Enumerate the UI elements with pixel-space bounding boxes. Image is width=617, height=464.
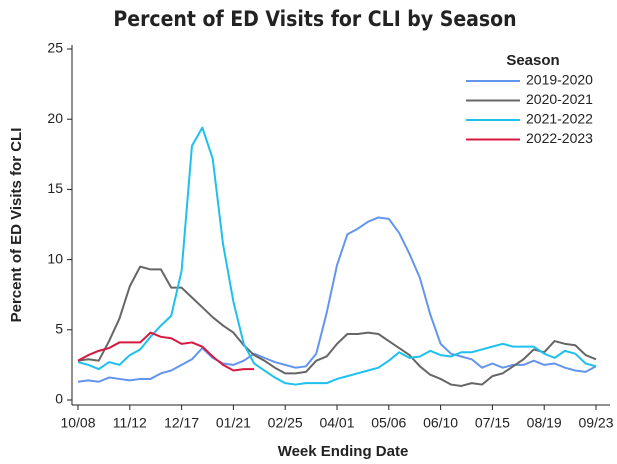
x-tick-label: 04/01 bbox=[319, 415, 354, 431]
x-tick-label: 08/19 bbox=[527, 415, 562, 431]
series-line bbox=[77, 265, 597, 387]
legend-label: 2020-2021 bbox=[526, 91, 593, 107]
x-tick-label: 01/21 bbox=[216, 415, 251, 431]
x-tick-label: 06/10 bbox=[423, 415, 458, 431]
y-axis-title: Percent of ED Visits for CLI bbox=[8, 128, 25, 323]
y-tick-label: 10 bbox=[47, 250, 63, 266]
series-line bbox=[77, 126, 597, 386]
y-tick-label: 15 bbox=[47, 180, 63, 196]
y-tick-label: 20 bbox=[47, 110, 63, 126]
y-tick-label: 5 bbox=[55, 321, 63, 337]
x-tick-label: 11/12 bbox=[113, 415, 147, 431]
x-axis-title: Week Ending Date bbox=[278, 443, 409, 460]
y-tick-label: 0 bbox=[55, 391, 63, 407]
legend-label: 2019-2020 bbox=[526, 72, 593, 88]
x-tick-label: 12/17 bbox=[164, 415, 199, 431]
legend-label: 2021-2022 bbox=[526, 111, 593, 127]
series-line bbox=[77, 216, 597, 383]
x-tick-label: 05/06 bbox=[371, 415, 406, 431]
series-line bbox=[77, 331, 255, 372]
x-tick-label: 10/08 bbox=[60, 415, 95, 431]
x-tick-label: 09/23 bbox=[578, 415, 613, 431]
y-tick-label: 25 bbox=[47, 40, 63, 56]
x-tick-label: 02/25 bbox=[268, 415, 303, 431]
legend-title: Season bbox=[506, 52, 559, 69]
legend-label: 2022-2023 bbox=[526, 130, 593, 146]
x-tick-label: 07/15 bbox=[475, 415, 510, 431]
chart-title: Percent of ED Visits for CLI by Season bbox=[113, 7, 516, 31]
